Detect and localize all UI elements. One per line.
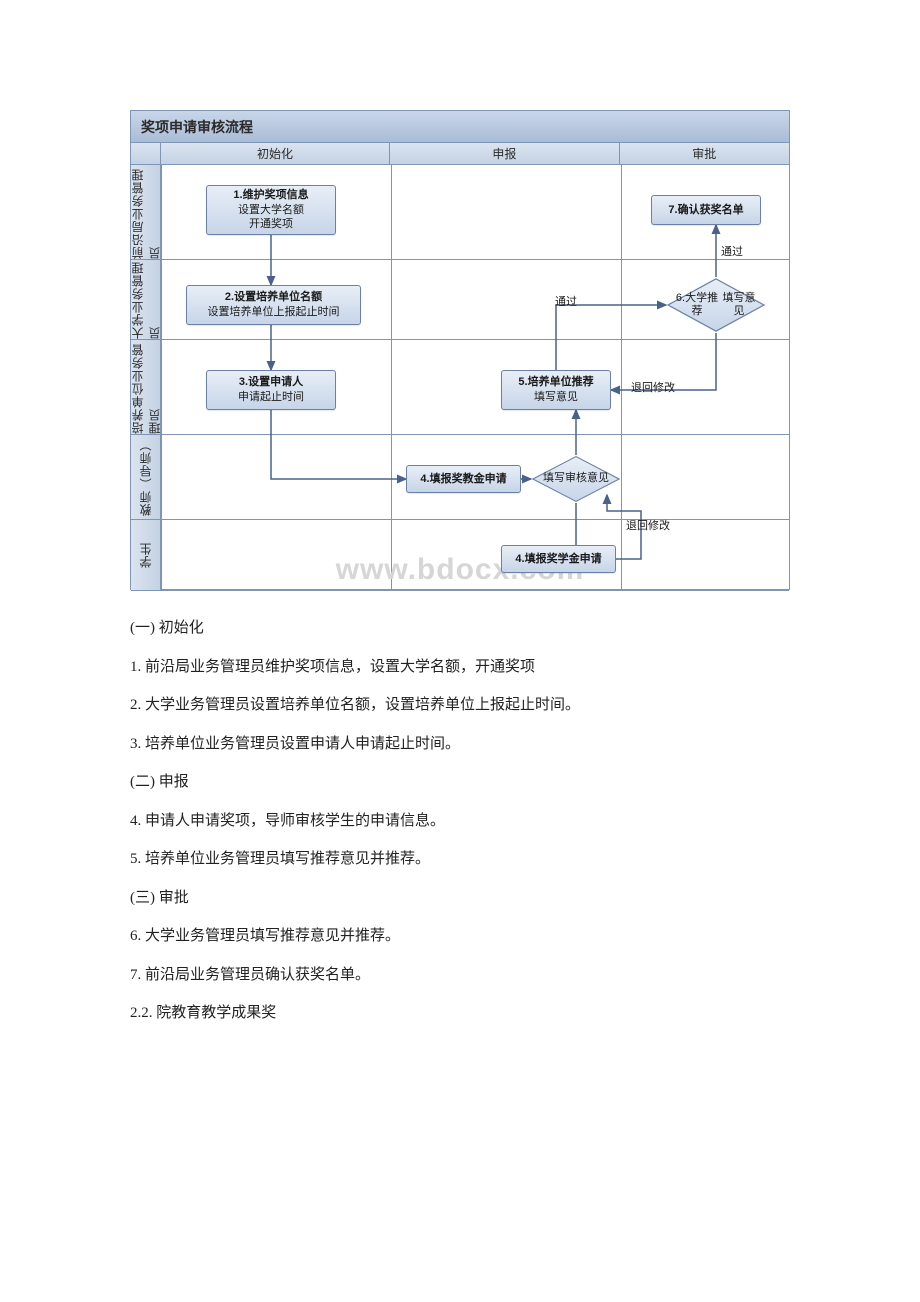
para: 3. 培养单位业务管理员设置申请人申请起止时间。: [130, 730, 790, 759]
node-teacher-apply: 4.填报奖教金申请: [406, 465, 521, 493]
phase-header-row: 初始化 申报 审批: [131, 143, 789, 165]
para: (三) 审批: [130, 884, 790, 913]
para: 2.2. 院教育教学成果奖: [130, 999, 790, 1028]
node-review-decision-label: 填写审核意见: [531, 455, 621, 503]
node-unit-recommend: 5.培养单位推荐填写意见: [501, 370, 611, 410]
node-review-decision: 填写审核意见: [531, 455, 621, 503]
edge-label: 通过: [555, 293, 577, 309]
flowchart-title: 奖项申请审核流程: [131, 111, 789, 143]
edge-label: 退回修改: [631, 379, 675, 395]
node-univ-recommend: 6.大学推荐填写意见: [666, 277, 766, 333]
flowchart: 奖项申请审核流程 初始化 申报 审批 前沿局业务管理员 大学业务管理员 培养单位…: [130, 110, 790, 590]
para: 4. 申请人申请奖项，导师审核学生的申请信息。: [130, 807, 790, 836]
edge-label: 通过: [721, 243, 743, 259]
lane-label-frontier: 前沿局业务管理员: [131, 165, 161, 259]
para: (二) 申报: [130, 768, 790, 797]
phase-approve: 审批: [620, 143, 789, 164]
phase-apply: 申报: [390, 143, 619, 164]
node-set-unit-quota: 2.设置培养单位名额设置培养单位上报起止时间: [186, 285, 361, 325]
node-student-apply: 4.填报奖学金申请: [501, 545, 616, 573]
node-maintain-award: 1.维护奖项信息设置大学名额开通奖项: [206, 185, 336, 235]
para: 5. 培养单位业务管理员填写推荐意见并推荐。: [130, 845, 790, 874]
swimlanes: 前沿局业务管理员 大学业务管理员 培养单位业务管理员 教师（导师） 学生 www…: [131, 165, 789, 591]
edge-label: 退回修改: [626, 517, 670, 533]
node-set-applicant-time: 3.设置申请人申请起止时间: [206, 370, 336, 410]
para: 2. 大学业务管理员设置培养单位名额，设置培养单位上报起止时间。: [130, 691, 790, 720]
para: 6. 大学业务管理员填写推荐意见并推荐。: [130, 922, 790, 951]
para: 7. 前沿局业务管理员确认获奖名单。: [130, 961, 790, 990]
para: 1. 前沿局业务管理员维护奖项信息，设置大学名额，开通奖项: [130, 653, 790, 682]
node-univ-recommend-label: 6.大学推荐填写意见: [666, 277, 766, 333]
phase-corner: [131, 143, 161, 164]
lane-label-student: 学生: [131, 520, 161, 590]
lane-label-unit: 培养单位业务管理员: [131, 340, 161, 434]
lane-label-teacher: 教师（导师）: [131, 435, 161, 519]
document-body: (一) 初始化 1. 前沿局业务管理员维护奖项信息，设置大学名额，开通奖项 2.…: [130, 614, 790, 1028]
phase-init: 初始化: [161, 143, 390, 164]
node-confirm-winners: 7.确认获奖名单: [651, 195, 761, 225]
para: (一) 初始化: [130, 614, 790, 643]
lane-label-university: 大学业务管理员: [131, 260, 161, 339]
